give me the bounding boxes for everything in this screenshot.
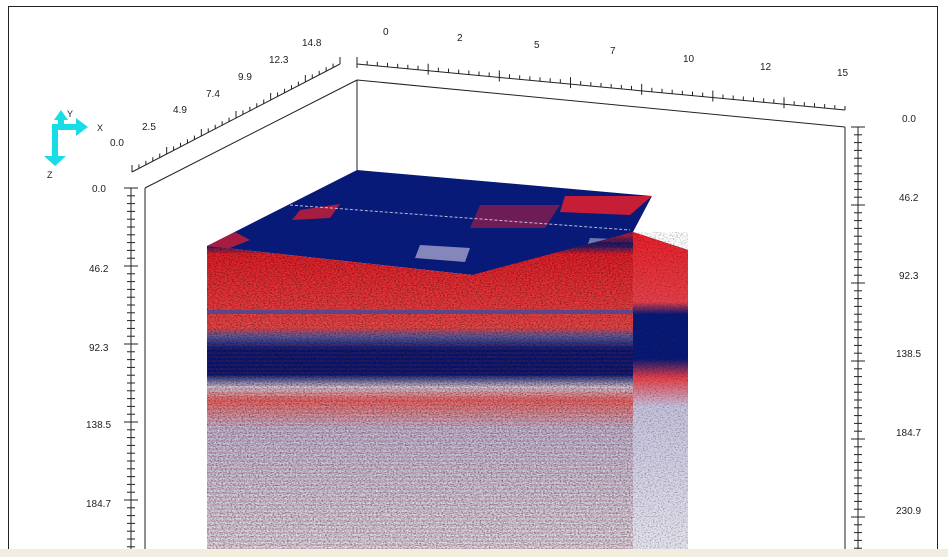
- top-axis: 0 2 5 7 10 12 15: [356, 27, 849, 111]
- right-tick-label: 92.3: [899, 271, 919, 282]
- right-tick-label: 230.9: [896, 506, 921, 517]
- bounding-box: [144, 79, 846, 549]
- diag-tick-label: 7.4: [206, 89, 220, 100]
- z-axis-label: Z: [47, 170, 53, 180]
- left-tick-label: 184.7: [86, 499, 111, 510]
- top-tick-label: 12: [760, 62, 772, 73]
- volume-side-face: [633, 232, 688, 549]
- volume-front-face: [207, 232, 633, 549]
- y-axis-label: Y: [67, 109, 73, 119]
- left-tick-label: 0.0: [92, 184, 106, 195]
- diag-tick-label: 2.5: [142, 122, 156, 133]
- axis-arrows-icon: [44, 110, 88, 166]
- right-axis: 0.0 46.2 92.3 138.5 184.7 230.9: [851, 114, 921, 549]
- top-tick-label: 7: [610, 46, 616, 57]
- top-tick-label: 2: [457, 33, 463, 44]
- top-tick-label: 5: [534, 40, 540, 51]
- diag-tick-label: 4.9: [173, 105, 187, 116]
- diag-tick-label: 14.8: [302, 38, 322, 49]
- x-axis-label: X: [97, 123, 103, 133]
- top-tick-label: 0: [383, 27, 389, 38]
- left-axis: 0.0 46.2 92.3 138.5 184.7: [86, 184, 138, 549]
- left-tick-label: 92.3: [89, 343, 109, 354]
- orientation-gizmo[interactable]: Y X Z: [44, 109, 103, 180]
- top-left-axis: 0.0 2.5 4.9 7.4 9.9 12.3 14.8: [110, 38, 341, 173]
- diag-tick-label: 9.9: [238, 72, 252, 83]
- diag-tick-label: 0.0: [110, 138, 124, 149]
- left-tick-label: 138.5: [86, 420, 111, 431]
- top-tick-label: 10: [683, 54, 695, 65]
- right-tick-label: 138.5: [896, 349, 921, 360]
- left-tick-label: 46.2: [89, 264, 109, 275]
- status-strip: [0, 549, 948, 557]
- diag-tick-label: 12.3: [269, 55, 289, 66]
- top-tick-label: 15: [837, 68, 849, 79]
- right-tick-label: 0.0: [902, 114, 916, 125]
- right-tick-label: 184.7: [896, 428, 921, 439]
- right-tick-label: 46.2: [899, 193, 919, 204]
